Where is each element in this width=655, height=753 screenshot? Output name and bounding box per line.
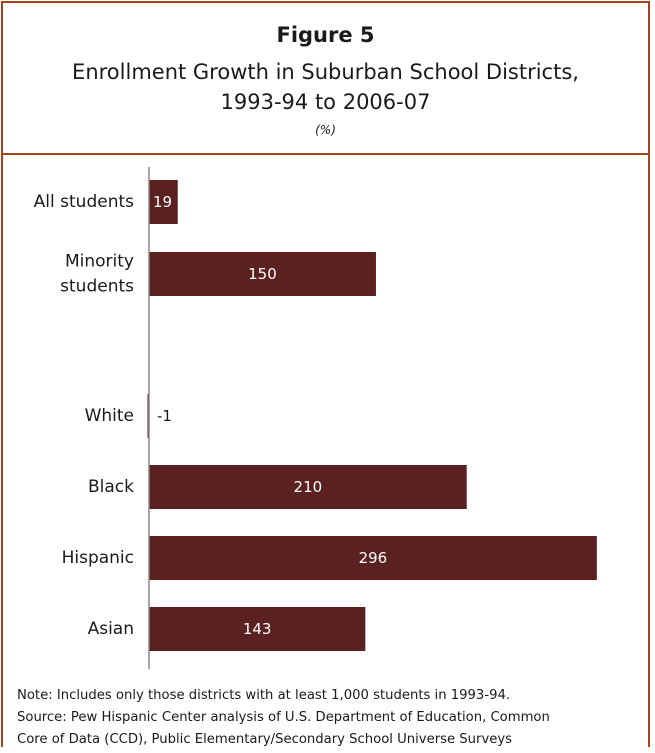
figure-notes: Note: Includes only those districts with… [17,685,550,751]
figure-label: Figure 5 [276,23,375,47]
category-label: Black [88,477,134,497]
bar [147,394,149,438]
bar [149,252,376,296]
category-label: Minority students [60,252,134,297]
source-text-line-2: Core of Data (CCD), Public Elementary/Se… [17,732,513,747]
data-label: 150 [248,265,277,283]
bar [149,607,366,651]
note-text: Note: Includes only those districts with… [17,688,511,703]
data-label: 296 [359,549,388,567]
bar [149,180,178,224]
source-text-line-1: Source: Pew Hispanic Center analysis of … [17,710,550,725]
category-label: Asian [88,619,134,639]
chart-title-line-2: 1993-94 to 2006-07 [220,90,431,114]
chart-title-line-1: Enrollment Growth in Suburban School Dis… [72,60,579,84]
bar [149,536,597,580]
data-label: 143 [243,620,272,638]
category-label: Hispanic [62,548,134,568]
unit-label: (%) [315,123,336,137]
data-label: -1 [157,407,172,425]
data-label: 210 [294,478,323,496]
category-label: White [85,406,134,426]
bar [149,465,467,509]
figure-header: Figure 5 Enrollment Growth in Suburban S… [3,3,648,155]
data-label: 19 [153,193,172,211]
bar-chart: 19 All students 150 Minority students -1 White… [34,167,597,669]
category-label: All students [34,192,134,212]
